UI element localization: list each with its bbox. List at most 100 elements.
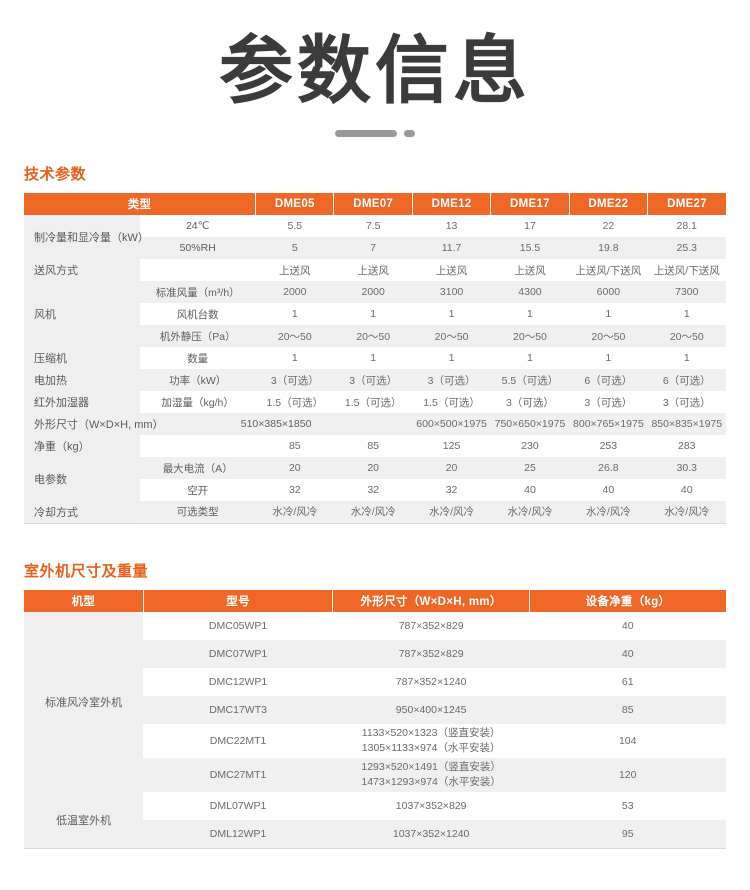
dimensions-cell: 1293×520×1491（竖直安装） 1473×1293×974（水平安装）: [332, 757, 530, 793]
spec-value-cell: 3（可选）: [412, 369, 491, 391]
spec-value-cell: 1: [569, 303, 648, 325]
spec-value-cell: 4300: [490, 281, 570, 303]
outdoor-unit-table: 机型 型号 外形尺寸（W×D×H, mm） 设备净重（kg） 标准风冷室外机 DMC05…: [24, 589, 726, 849]
table-body: 标准风冷室外机 DMC05WP1 787×352×829 40 DMC07WP1 787×…: [24, 611, 726, 849]
weight-cell: 40: [529, 611, 726, 640]
spec-value-cell: 800×765×1975: [569, 413, 648, 435]
weight-cell: 120: [529, 757, 726, 793]
row-subcategory-label: 功率（kW）: [139, 369, 256, 391]
technical-parameters-table: 类型 DME05 DME07 DME12 DME17 DME22 DME27 制冷量和显冷量…: [24, 193, 726, 524]
spec-value-cell: 22: [569, 215, 648, 237]
spec-value-cell: 283: [647, 435, 726, 457]
dimensions-cell: 1037×352×1240: [332, 820, 530, 849]
spec-value-cell: 125: [412, 435, 491, 457]
table-row: 制冷量和显冷量（kW） 24℃ 5.5 7.5 13 17 22 28.1: [24, 215, 726, 259]
spec-value-cell: 20～50: [255, 325, 334, 347]
spec-value-cell: 30.3: [647, 457, 726, 479]
row-subcategory-label: 数量: [139, 347, 256, 369]
dimensions-cell: 1037×352×829: [332, 792, 530, 821]
model-cell: DMC07WP1: [143, 639, 333, 668]
section-title-technical: 技术参数: [24, 166, 87, 183]
table-row: DMC17WT3 950×400×1245 85: [24, 695, 726, 724]
spec-value-cell: 850×835×1975: [647, 413, 726, 435]
spec-value-cell: 上送风/下送风: [647, 259, 726, 281]
row-category-label: 外形尺寸（W×D×H, mm）: [24, 413, 164, 435]
spec-value-cell: 20: [333, 457, 413, 479]
spec-value-cell: 40: [647, 479, 726, 501]
col-header-model-dme12: DME12: [412, 193, 492, 215]
spec-value-cell: 85: [333, 435, 413, 457]
row-category-label: 送风方式: [24, 259, 140, 281]
table-body: 制冷量和显冷量（kW） 24℃ 5.5 7.5 13 17 22 28.1 50%RH 5 7 11.…: [24, 215, 726, 523]
spec-value-cell: 32: [255, 479, 334, 501]
table-row: DMC22MT1 1133×520×1323（竖直安装） 1305×1133×974…: [24, 723, 726, 758]
spec-value-cell: 水冷/风冷: [255, 501, 334, 523]
spec-value-cell: 2000: [333, 281, 413, 303]
spec-value-cell: 1: [412, 303, 491, 325]
dimensions-cell: 787×352×1240: [332, 667, 530, 696]
spec-value-cell: 1: [333, 347, 413, 369]
row-category-label: 风机: [24, 281, 140, 347]
table-row: 风机台数 1 1 1 1 1 1: [24, 303, 726, 325]
spec-value-cell: 11.7: [412, 237, 491, 259]
table-row: 50%RH 5 7 11.7 15.5 19.8 25.3: [24, 237, 726, 259]
row-subcategory-label: [139, 259, 256, 281]
model-cell: DMC27MT1: [143, 757, 333, 793]
model-cell: DML07WP1: [143, 792, 333, 821]
spec-value-cell: 水冷/风冷: [490, 501, 570, 523]
model-cell: DML12WP1: [143, 820, 333, 849]
table-row: 外形尺寸（W×D×H, mm） 510×385×1850 600×500×1975 7…: [24, 413, 726, 435]
weight-cell: 61: [529, 667, 726, 696]
spec-value-cell: 85: [255, 435, 334, 457]
spec-value-cell: 20～50: [569, 325, 648, 347]
dimensions-cell: 787×352×829: [332, 611, 530, 640]
hero-section: 参数信息: [0, 0, 750, 137]
spec-value-cell: 17: [490, 215, 570, 237]
table-row: 标准风冷室外机 DMC05WP1 787×352×829 40: [24, 611, 726, 793]
col-header-model-dme22: DME22: [569, 193, 649, 215]
spec-value-cell: 26.8: [569, 457, 648, 479]
table-row: 送风方式 上送风 上送风 上送风 上送风 上送风/下送风 上送风/下送风: [24, 259, 726, 281]
spec-value-cell: 7: [333, 237, 413, 259]
weight-cell: 104: [529, 723, 726, 758]
technical-parameters-section: 技术参数 类型 DME05 DME07 DME12 DME17 DME22 DME27 制冷…: [0, 163, 750, 524]
row-subcategory-label: 机外静压（Pa）: [139, 325, 256, 347]
col-header-model-dme07: DME07: [333, 193, 413, 215]
table-row: 机外静压（Pa） 20～50 20～50 20～50 20～50 20～50 20～50: [24, 325, 726, 347]
spec-value-cell: 3（可选）: [569, 391, 648, 413]
row-subcategory-label: 24℃: [139, 215, 256, 237]
model-cell: DMC22MT1: [143, 723, 333, 758]
spec-value-cell: 1: [490, 347, 570, 369]
weight-cell: 40: [529, 639, 726, 668]
spec-value-cell: 15.5: [490, 237, 570, 259]
row-subcategory-label: 加湿量（kg/h）: [139, 391, 256, 413]
row-category-label: 净重（kg）: [24, 435, 140, 457]
spec-value-cell: 19.8: [569, 237, 648, 259]
model-cell: DMC05WP1: [143, 611, 333, 640]
spec-value-cell: 20～50: [412, 325, 491, 347]
spec-value-cell: 230: [490, 435, 570, 457]
table-row: DMC27MT1 1293×520×1491（竖直安装） 1473×1293×974…: [24, 757, 726, 793]
spec-value-cell: 5.5（可选）: [490, 369, 570, 391]
table-row: 压缩机 数量 1 1 1 1 1 1: [24, 347, 726, 369]
row-category-label: 电加热: [24, 369, 140, 391]
spec-value-cell: 3（可选）: [333, 369, 413, 391]
table-head: 机型 型号 外形尺寸（W×D×H, mm） 设备净重（kg）: [24, 589, 726, 612]
spec-value-cell: 6（可选）: [569, 369, 648, 391]
spec-value-cell: 1: [412, 347, 491, 369]
spec-value-cell: 1.5（可选）: [255, 391, 334, 413]
outdoor-unit-section: 室外机尺寸及重量 机型 型号 外形尺寸（W×D×H, mm） 设备净重（kg） 标准风…: [0, 560, 750, 849]
col-header-model-dme27: DME27: [647, 193, 726, 215]
dimensions-cell: 1133×520×1323（竖直安装） 1305×1133×974（水平安装）: [332, 723, 530, 758]
spec-value-cell: 上送风/下送风: [569, 259, 648, 281]
spec-value-cell: 20: [412, 457, 491, 479]
table-header-row: 机型 型号 外形尺寸（W×D×H, mm） 设备净重（kg）: [24, 589, 726, 612]
table-row: 电加热 功率（kW） 3（可选） 3（可选） 3（可选） 5.5（可选） 6（可选） 6（可选…: [24, 369, 726, 391]
row-subcategory-label: 可选类型: [139, 501, 256, 523]
table-row: 电参数 最大电流（A） 20 20 20 25 26.8 30.3: [24, 457, 726, 501]
row-category-label: 冷却方式: [24, 501, 140, 523]
model-cell: DMC12WP1: [143, 667, 333, 696]
weight-cell: 53: [529, 792, 726, 821]
spec-value-cell: 20～50: [647, 325, 726, 347]
